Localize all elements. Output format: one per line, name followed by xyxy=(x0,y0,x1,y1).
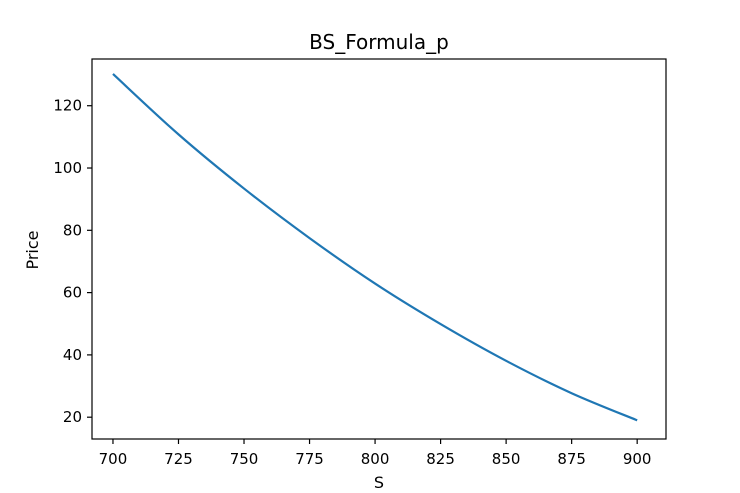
x-tick-label: 800 xyxy=(361,450,390,468)
x-tick-label: 775 xyxy=(295,450,324,468)
x-axis-label: S xyxy=(374,473,384,492)
y-tick-label: 60 xyxy=(63,284,82,302)
series-line xyxy=(112,73,638,422)
x-tick-label: 825 xyxy=(426,450,455,468)
x-axis: 700 725 750 775 800 825 850 875 900 xyxy=(99,439,652,468)
plot-area-frame xyxy=(91,58,667,440)
y-tick-label: 100 xyxy=(53,159,82,177)
chart-title: BS_Formula_p xyxy=(309,30,449,54)
x-tick-label: 725 xyxy=(164,450,193,468)
x-tick-label: 750 xyxy=(230,450,259,468)
y-tick-label: 20 xyxy=(63,408,82,426)
y-axis: 20 40 60 80 100 120 xyxy=(53,97,92,426)
x-tick-label: 850 xyxy=(492,450,521,468)
x-tick-label: 700 xyxy=(99,450,128,468)
y-tick-label: 120 xyxy=(53,97,82,115)
x-tick-label: 875 xyxy=(557,450,586,468)
y-tick-label: 40 xyxy=(63,346,82,364)
y-axis-label: Price xyxy=(23,230,42,269)
y-tick-label: 80 xyxy=(63,221,82,239)
x-tick-label: 900 xyxy=(623,450,652,468)
